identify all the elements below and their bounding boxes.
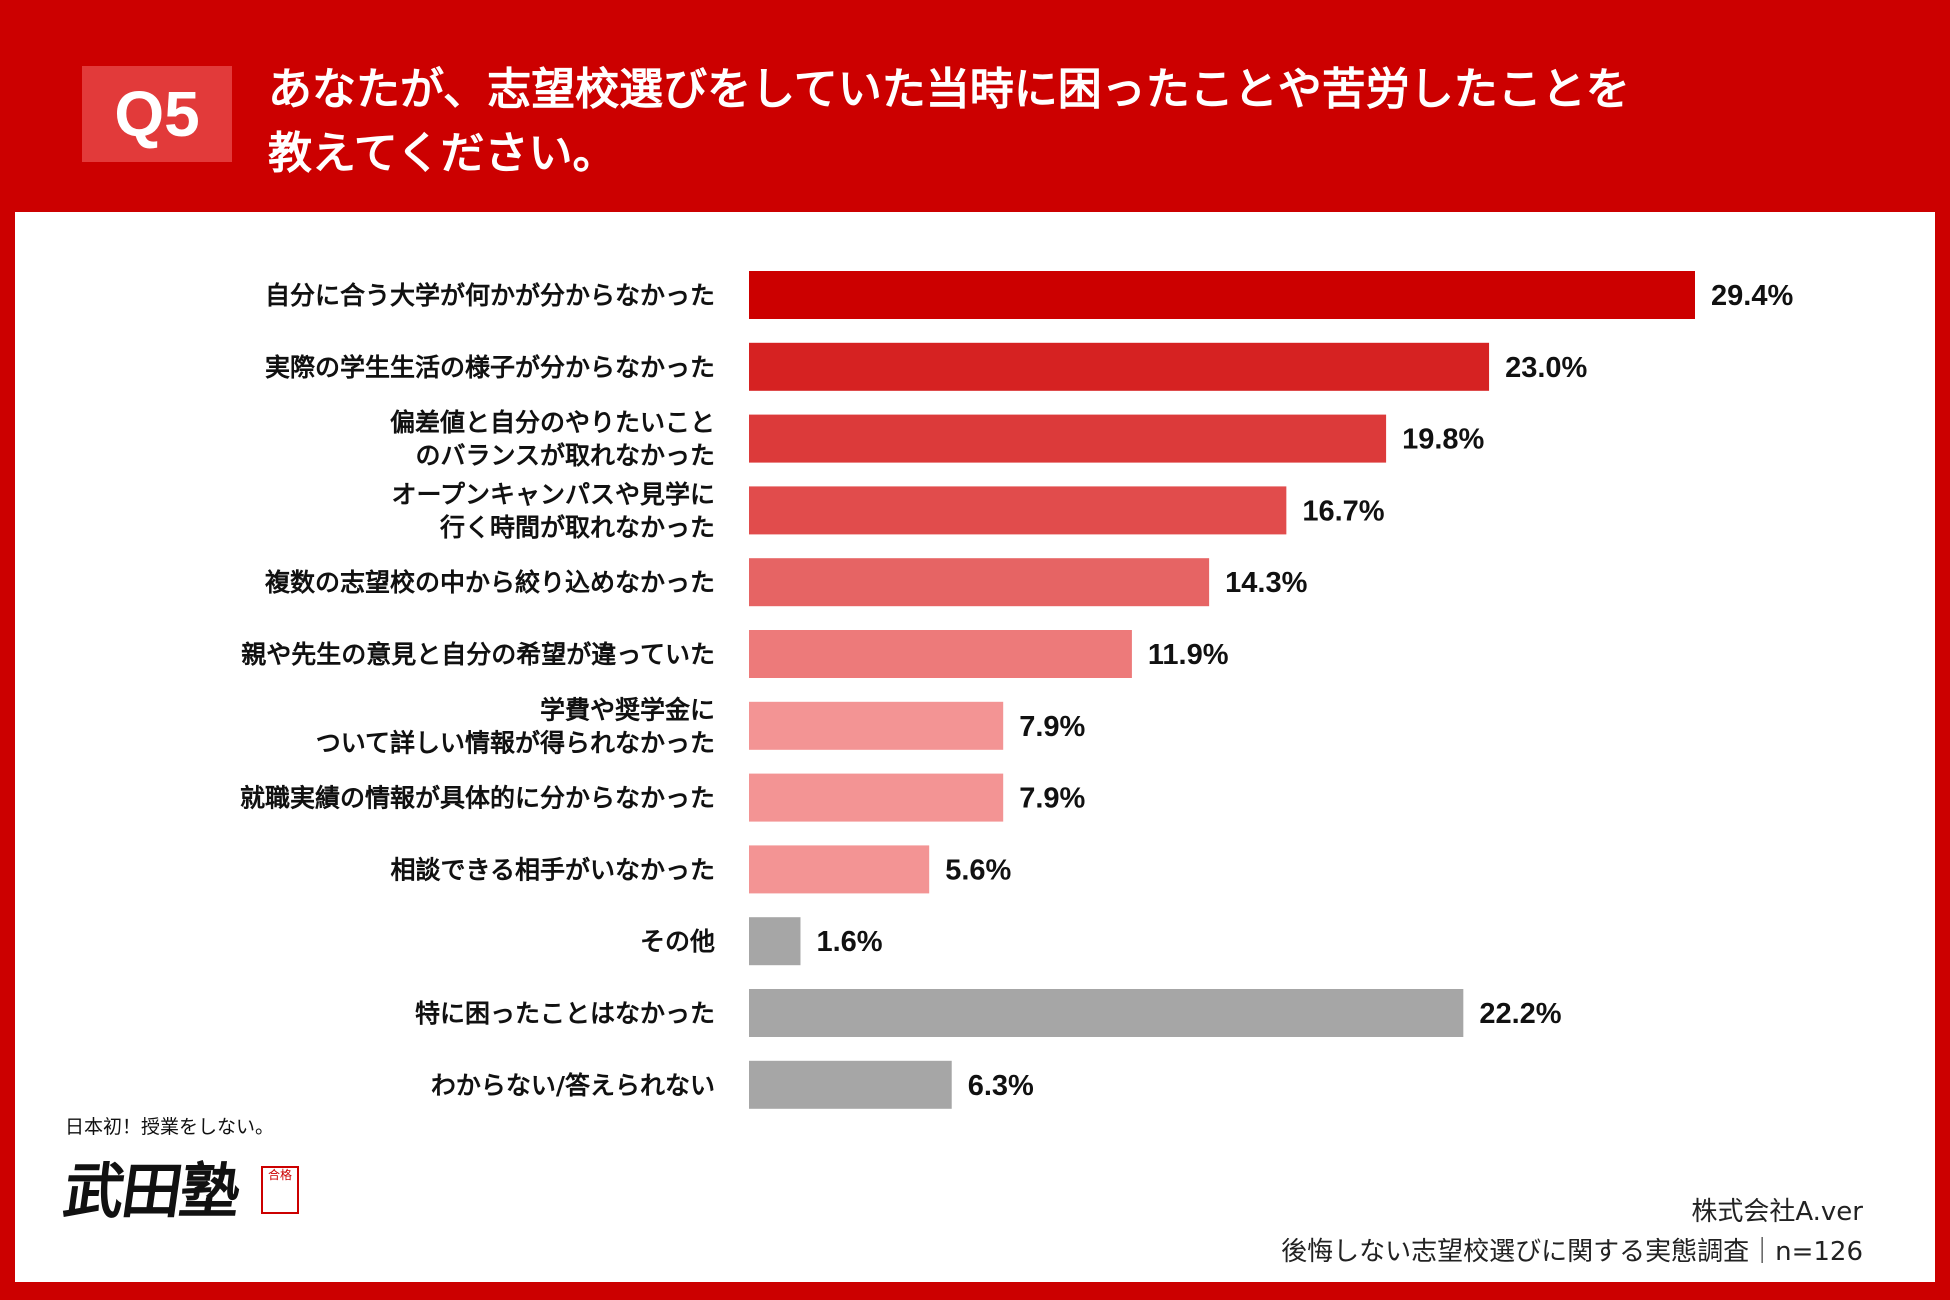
question-title: あなたが、志望校選びをしていた当時に困ったことや苦労したことを 教えてください。 [268,58,1868,186]
category-label-10-line-1: その他 [640,927,715,956]
question-title-line-1: あなたが、志望校選びをしていた当時に困ったことや苦労したことを [268,64,1630,115]
bar-4 [749,486,1287,535]
bar-chart: 29.4% 自分に合う大学が何かが分からなかった 23.0% 実際の学生生活の様子が分… [240,271,1793,1109]
question-title-line-2: 教えてください。 [268,128,617,179]
category-label-7-line-2: ついて詳しい情報が得られなかった [316,728,715,757]
category-label-5-line-1: 複数の志望校の中から絞り込めなかった [265,568,715,597]
category-label-1-line-1: 自分に合う大学が何かが分からなかった [265,281,715,310]
header: Q5 あなたが、志望校選びをしていた当時に困ったことや苦労したことを 教えてくだ… [0,0,1950,212]
value-label-10: 1.6% [816,926,882,958]
category-label-4-line-2: 行く時間が取れなかった [439,513,715,542]
takedajuku-logo: 日本初！授業をしない。 武田塾 合格 [59,1112,305,1252]
logo-tagline: 日本初！授業をしない。 [65,1116,275,1138]
credit-survey: 後悔しない志望校選びに関する実態調査｜n=126 [1281,1237,1863,1267]
bar-9 [749,845,930,894]
bar-11 [749,989,1464,1037]
bar-10 [749,917,801,966]
category-label-12-line-1: わからない/答えられない [431,1071,715,1100]
value-label-7: 7.9% [1019,711,1085,743]
category-label-8-line-1: 就職実績の情報が具体的に分からなかった [240,784,715,813]
value-label-9: 5.6% [945,854,1011,886]
value-label-5: 14.3% [1225,567,1307,599]
source-credit: 株式会社A.ver 後悔しない志望校選びに関する実態調査｜n=126 [1281,1192,1863,1272]
value-label-3: 19.8% [1402,424,1484,456]
bar-8 [749,773,1004,822]
bar-5 [749,558,1210,607]
value-label-8: 7.9% [1019,783,1085,815]
logo-seal: 合格 [261,1166,299,1214]
chart-panel: 29.4% 自分に合う大学が何かが分からなかった 23.0% 実際の学生生活の様子が分… [15,212,1935,1282]
bar-7 [749,701,1004,750]
value-label-11: 22.2% [1479,998,1561,1030]
category-label-3-line-1: 偏差値と自分のやりたいこと [390,408,715,437]
category-label-7-line-1: 学費や奨学金に [540,695,715,724]
bar-12 [749,1060,952,1109]
logo-name: 武田塾 [59,1157,244,1227]
bar-6 [749,630,1132,678]
bar-1 [749,271,1695,319]
value-label-6: 11.9% [1148,639,1229,671]
value-label-1: 29.4% [1711,280,1793,312]
value-label-4: 16.7% [1302,495,1384,527]
bar-3 [749,414,1387,463]
value-label-2: 23.0% [1505,352,1587,384]
category-label-4-line-1: オープンキャンパスや見学に [391,480,715,509]
category-label-2-line-1: 実際の学生生活の様子が分からなかった [265,353,715,382]
value-label-12: 6.3% [968,1070,1034,1102]
question-badge: Q5 [82,66,232,162]
category-label-6-line-1: 親や先生の意見と自分の希望が違っていた [241,640,715,669]
category-label-11-line-1: 特に困ったことはなかった [415,999,715,1028]
credit-company: 株式会社A.ver [1691,1197,1863,1227]
bar-2 [749,342,1490,391]
category-label-3-line-2: のバランスが取れなかった [415,441,715,470]
category-label-9-line-1: 相談できる相手がいなかった [390,855,715,884]
